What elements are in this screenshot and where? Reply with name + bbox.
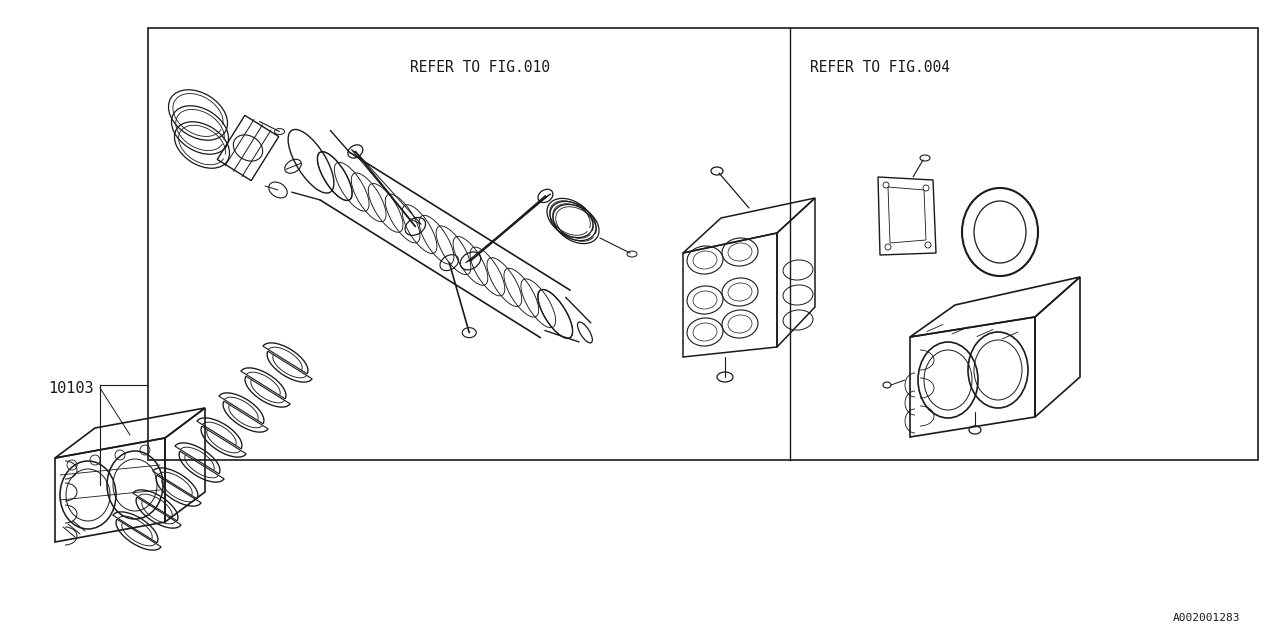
Text: REFER TO FIG.004: REFER TO FIG.004 (810, 60, 950, 75)
Text: 10103: 10103 (49, 381, 93, 396)
Text: REFER TO FIG.010: REFER TO FIG.010 (410, 60, 550, 75)
Text: A002001283: A002001283 (1172, 613, 1240, 623)
Bar (148, 28, 1258, 460)
